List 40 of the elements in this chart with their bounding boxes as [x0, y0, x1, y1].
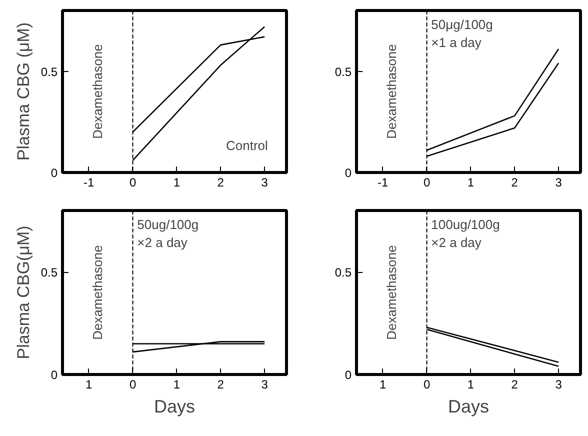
- x-axis-title: Days: [154, 396, 196, 416]
- y-tick-label: 0.5: [334, 266, 352, 280]
- ref-line-label: Dexamethasone: [384, 44, 400, 139]
- x-tick-label: 1: [86, 378, 93, 392]
- annotation: Control: [226, 138, 268, 154]
- y-tick-label: 0: [50, 368, 58, 382]
- x-axis-title: Days: [448, 396, 490, 416]
- x-tick-label: 2: [511, 176, 518, 190]
- x-tick-label: 3: [261, 378, 268, 392]
- y-tick-label: 0.5: [40, 64, 58, 79]
- x-tick-label: 2: [217, 378, 224, 392]
- annotation: 50ug/100g ×2 a day: [137, 217, 199, 250]
- y-axis-title: Plasma CBG (μM): [14, 22, 33, 161]
- x-tick-label: 0: [129, 378, 136, 392]
- x-tick-label: 1: [173, 378, 180, 392]
- y-axis-title: Plasma CBG(μM): [14, 226, 33, 360]
- x-tick-label: 0: [129, 176, 136, 190]
- y-tick-label: 0: [344, 368, 352, 382]
- x-tick-label: -1: [84, 176, 95, 190]
- x-tick-label: 2: [217, 176, 224, 190]
- y-tick-label: 0: [344, 166, 352, 180]
- x-tick-label: 0: [423, 176, 430, 190]
- y-tick-label: 0.5: [334, 64, 352, 79]
- x-tick-label: 1: [380, 378, 387, 392]
- x-tick-label: 3: [261, 176, 268, 190]
- y-tick-label: 0.5: [40, 266, 58, 280]
- x-tick-label: 3: [555, 378, 562, 392]
- x-tick-label: -1: [378, 176, 389, 190]
- ref-line-label: Dexamethasone: [90, 44, 106, 139]
- annotation: 50μg/100g ×1 a day: [431, 16, 493, 50]
- x-tick-label: 2: [511, 378, 518, 392]
- x-tick-label: 3: [555, 176, 562, 190]
- x-tick-label: 1: [467, 378, 474, 392]
- annotation: 100ug/100g ×2 a day: [431, 217, 500, 250]
- x-tick-label: 1: [173, 176, 180, 190]
- ref-line-label: Dexamethasone: [384, 245, 400, 340]
- x-tick-label: 0: [423, 378, 430, 392]
- x-tick-label: 1: [467, 176, 474, 190]
- y-tick-label: 0: [50, 166, 58, 180]
- ref-line-label: Dexamethasone: [90, 245, 106, 340]
